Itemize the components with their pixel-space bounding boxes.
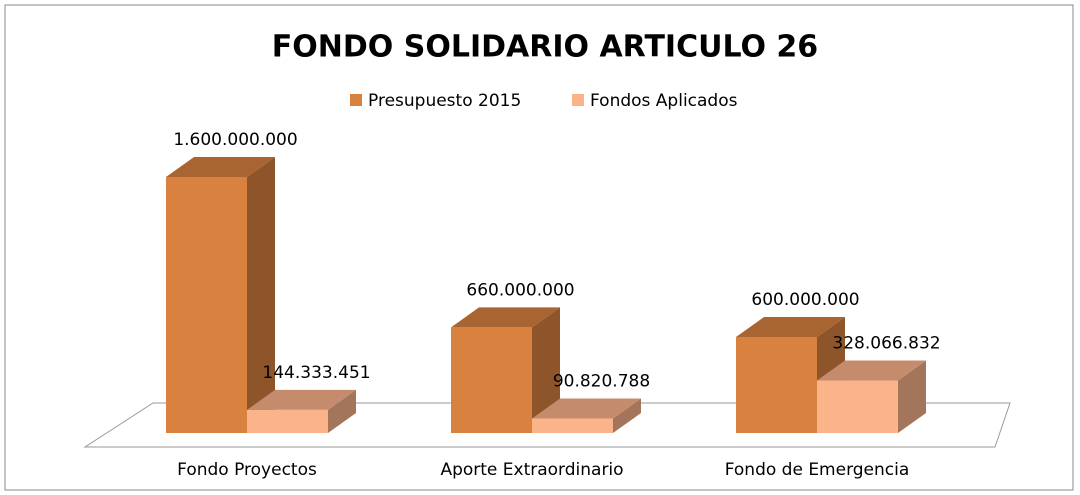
value-label: 1.600.000.000 [173,130,297,150]
value-label: 144.333.451 [262,363,370,383]
x-tick-label: Fondo de Emergencia [725,460,910,480]
x-tick-label: Aporte Extraordinario [440,460,623,480]
bar-side [328,389,356,433]
bar [817,380,898,433]
bar-top [166,157,275,177]
x-tick-label: Fondo Proyectos [177,460,317,480]
bar-top [532,398,641,419]
value-label: 660.000.000 [466,280,574,300]
legend-swatch [572,94,584,106]
bar-top [451,307,560,328]
value-label: 90.820.788 [553,371,650,391]
value-label: 600.000.000 [751,290,859,310]
bar-side [613,398,641,433]
bar-side [898,360,926,433]
bar-side [532,307,560,433]
bar [532,418,613,433]
bar-top [247,389,356,410]
bar-side [247,157,275,433]
legend-label: Presupuesto 2015 [368,91,521,111]
bar-top [817,360,926,381]
bar [451,327,532,433]
bar [736,337,817,433]
chart-title: FONDO SOLIDARIO ARTICULO 26 [272,30,818,65]
legend-swatch [350,94,362,106]
bar-top [736,317,845,337]
value-label: 328.066.832 [832,334,940,354]
bar [247,409,328,433]
bar [166,177,247,433]
legend-label: Fondos Aplicados [590,91,738,111]
